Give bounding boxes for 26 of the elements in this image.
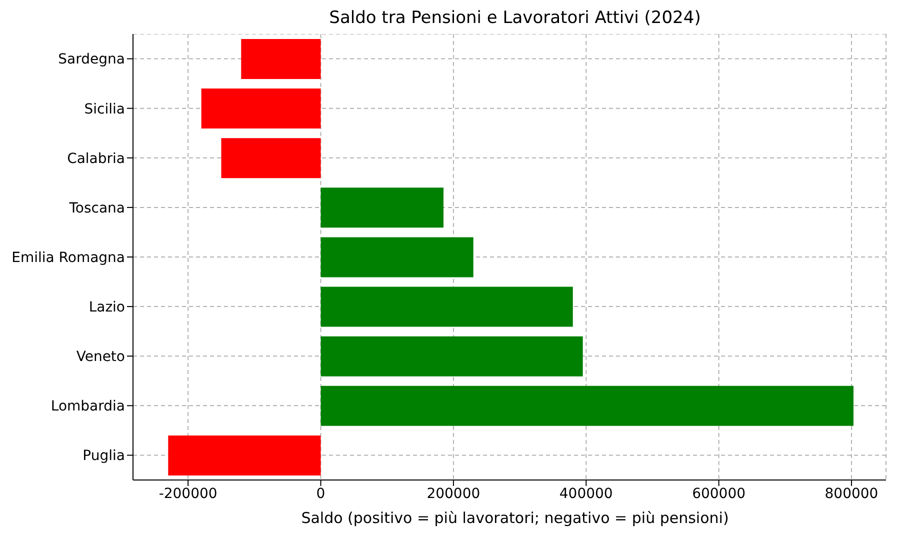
chart-title: Saldo tra Pensioni e Lavoratori Attivi (2024) <box>328 8 702 30</box>
x-tick-label: -200000 <box>158 486 218 502</box>
y-tick-label: Emilia Romagna <box>12 250 125 266</box>
bar <box>320 336 583 376</box>
y-tick-label: Sicilia <box>84 101 125 118</box>
x-tick-label: 400000 <box>559 486 613 502</box>
bar <box>320 286 573 327</box>
y-tick-label: Sardegna <box>58 52 125 68</box>
x-tick-label: 0 <box>316 486 326 502</box>
x-tick-label: 600000 <box>692 486 746 502</box>
y-tick-label: Lombardia <box>50 398 125 415</box>
y-tick-label: Toscana <box>68 200 125 216</box>
x-axis-title: Saldo (positivo = più lavoratori; negativo = più pensioni) <box>300 508 730 528</box>
y-tick-label: Veneto <box>76 349 125 366</box>
x-tick-label: 800000 <box>824 486 878 502</box>
bar <box>221 138 321 178</box>
bar <box>320 237 474 278</box>
bar <box>320 188 444 228</box>
bar <box>168 435 321 476</box>
y-tick-label: Lazio <box>88 300 125 316</box>
bar <box>320 386 854 426</box>
bar <box>201 88 321 129</box>
y-tick-label: Puglia <box>82 448 125 464</box>
x-tick-label: 200000 <box>426 486 480 502</box>
y-tick-label: Calabria <box>67 150 125 167</box>
bar <box>241 39 321 79</box>
